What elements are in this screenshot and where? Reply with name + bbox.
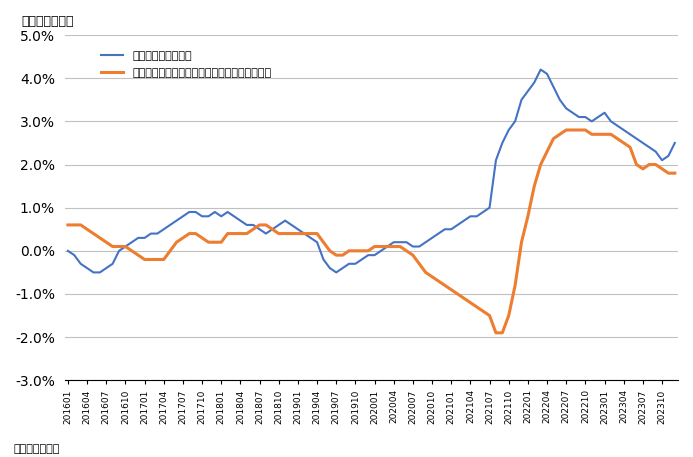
食料（酒類を除く）及びエネルギーを除く総合 bbox=[370, 244, 378, 249]
Text: （出所）総務省: （出所）総務省 bbox=[14, 444, 60, 454]
生鮮食品を除く総合 bbox=[332, 270, 340, 275]
食料（酒類を除く）及びエネルギーを除く総合 bbox=[326, 248, 334, 254]
生鮮食品を除く総合 bbox=[632, 136, 640, 141]
食料（酒類を除く）及びエネルギーを除く総合 bbox=[389, 244, 398, 249]
生鮮食品を除く総合 bbox=[396, 239, 404, 245]
Text: （前年同月比）: （前年同月比） bbox=[21, 15, 74, 28]
Line: 食料（酒類を除く）及びエネルギーを除く総合: 食料（酒類を除く）及びエネルギーを除く総合 bbox=[68, 130, 675, 333]
生鮮食品を除く総合 bbox=[89, 270, 98, 275]
生鮮食品を除く総合 bbox=[243, 222, 251, 228]
Line: 生鮮食品を除く総合: 生鮮食品を除く総合 bbox=[68, 69, 675, 272]
生鮮食品を除く総合 bbox=[536, 67, 545, 72]
食料（酒類を除く）及びエネルギーを除く総合 bbox=[671, 170, 679, 176]
食料（酒類を除く）及びエネルギーを除く総合 bbox=[632, 162, 640, 167]
食料（酒類を除く）及びエネルギーを除く総合 bbox=[147, 257, 155, 262]
食料（酒類を除く）及びエネルギーを除く総合 bbox=[492, 330, 500, 335]
生鮮食品を除く総合 bbox=[153, 231, 161, 236]
生鮮食品を除く総合 bbox=[671, 140, 679, 146]
Legend: 生鮮食品を除く総合, 食料（酒類を除く）及びエネルギーを除く総合: 生鮮食品を除く総合, 食料（酒類を除く）及びエネルギーを除く総合 bbox=[101, 51, 271, 78]
食料（酒類を除く）及びエネルギーを除く総合 bbox=[64, 222, 72, 228]
生鮮食品を除く総合 bbox=[64, 248, 72, 254]
食料（酒類を除く）及びエネルギーを除く総合 bbox=[562, 127, 570, 133]
食料（酒類を除く）及びエネルギーを除く総合 bbox=[236, 231, 245, 236]
生鮮食品を除く総合 bbox=[377, 248, 385, 254]
